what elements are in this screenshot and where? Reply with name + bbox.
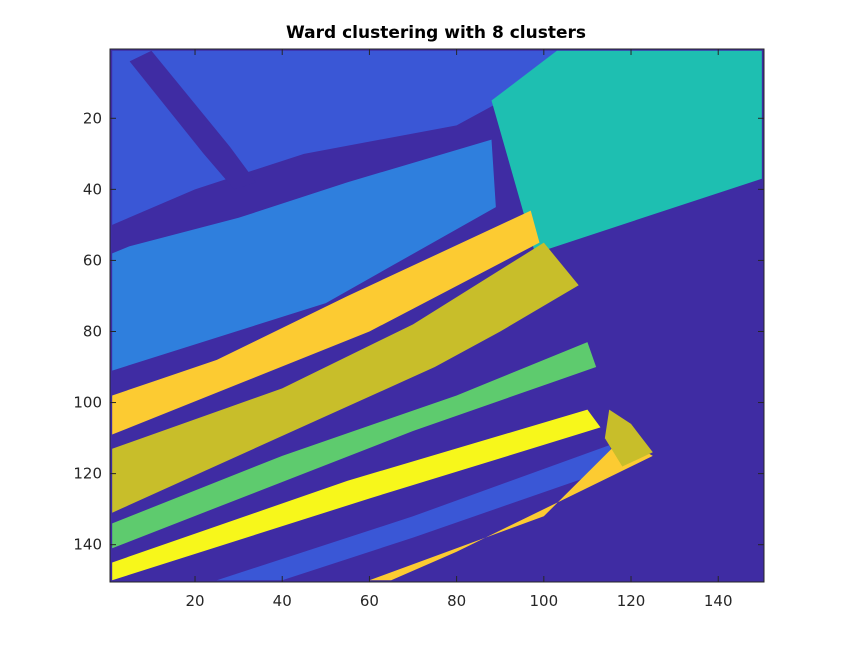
cluster-region-yellow [112, 409, 601, 581]
plot-area [110, 49, 764, 582]
cluster-region-dark-blue [129, 50, 257, 190]
x-axis: 20 40 60 80 100 120 140 [185, 49, 733, 610]
y-tick-label: 20 [83, 109, 102, 127]
cluster-region-olive [604, 409, 653, 467]
x-tick-label: 40 [273, 592, 292, 610]
x-tick-label: 120 [617, 592, 646, 610]
cluster-region-blue [216, 445, 618, 581]
x-tick-label: 80 [447, 592, 466, 610]
chart-title: Ward clustering with 8 clusters [286, 23, 586, 43]
y-tick-label: 40 [83, 180, 102, 198]
y-tick-label: 80 [83, 322, 102, 340]
x-tick-label: 20 [185, 592, 204, 610]
y-tick-label: 60 [83, 251, 102, 269]
cluster-region-olive [112, 242, 579, 513]
cluster-region-sky-blue [112, 139, 496, 371]
axes-box [109, 48, 765, 583]
x-tick-label: 100 [529, 592, 558, 610]
cluster-region-blue [112, 50, 762, 225]
y-tick-label: 140 [73, 536, 102, 554]
y-tick-label: 100 [73, 394, 102, 412]
x-tick-label: 60 [360, 592, 379, 610]
cluster-region-orange [112, 210, 540, 435]
y-axis: 20 40 60 80 100 120 140 [73, 109, 764, 554]
x-tick-label: 140 [704, 592, 733, 610]
y-tick-label: 120 [73, 465, 102, 483]
cluster-region-green [112, 342, 597, 549]
cluster-region-teal [491, 50, 762, 254]
